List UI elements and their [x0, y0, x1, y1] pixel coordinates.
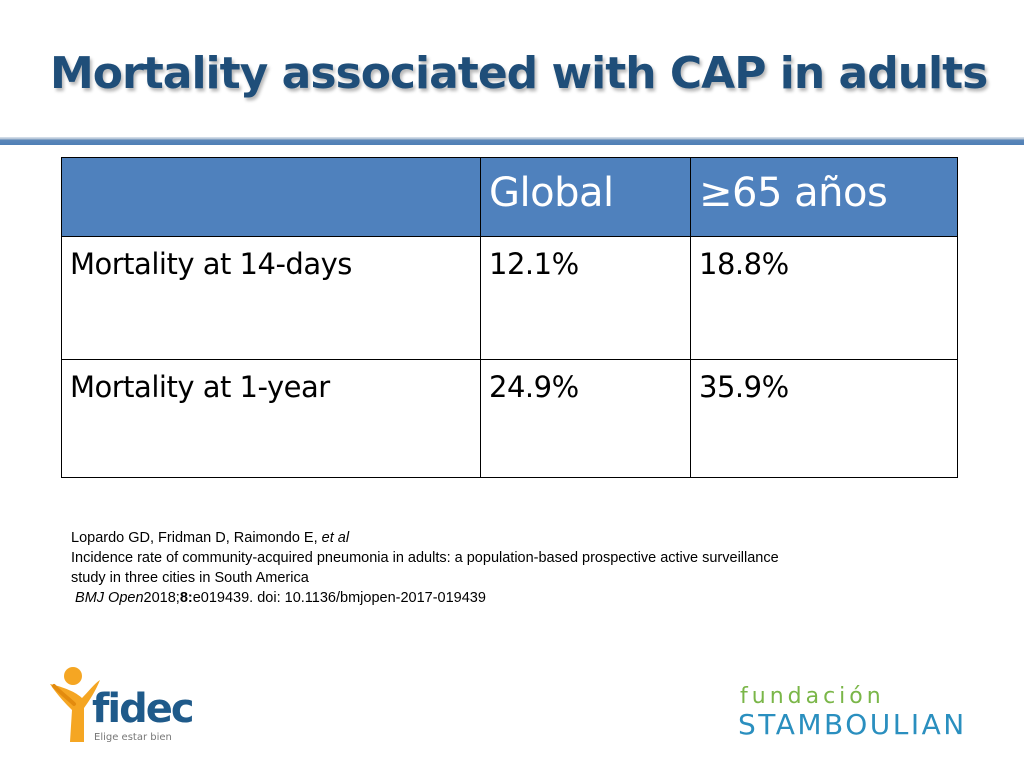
header-cell-empty: [61, 157, 481, 237]
row-label: Mortality at 14-days: [61, 236, 481, 360]
stamboulian-logo: fundación STAMBOULIAN: [738, 684, 988, 744]
reference-citation: Lopardo GD, Fridman D, Raimondo E, et al…: [71, 528, 951, 608]
fidec-logo: fidec Elige estar bien: [44, 662, 204, 748]
stamboulian-line1: fundación: [740, 684, 885, 709]
table-row: Mortality at 14-days 12.1% 18.8%: [61, 236, 958, 360]
row-label: Mortality at 1-year: [61, 359, 481, 478]
mortality-table: Global ≥65 años Mortality at 14-days 12.…: [61, 157, 958, 478]
reference-authors: Lopardo GD, Fridman D, Raimondo E,: [71, 530, 322, 546]
reference-authors-line: Lopardo GD, Fridman D, Raimondo E, et al: [71, 528, 951, 548]
header-cell-over65: ≥65 años: [690, 157, 958, 237]
cell-global: 24.9%: [480, 359, 691, 478]
cell-over65: 35.9%: [690, 359, 958, 478]
reference-title-line2: study in three cities in South America: [71, 570, 309, 586]
table-header-row: Global ≥65 años: [61, 157, 958, 237]
cell-over65: 18.8%: [690, 236, 958, 360]
table-row: Mortality at 1-year 24.9% 35.9%: [61, 359, 958, 478]
reference-title-line1: Incidence rate of community-acquired pne…: [71, 550, 779, 566]
header-cell-global: Global: [480, 157, 691, 237]
fidec-tagline: Elige estar bien: [94, 732, 172, 743]
title-divider: [0, 137, 1024, 145]
fidec-wordmark: fidec: [92, 686, 195, 732]
person-y-logo-icon: [50, 667, 100, 742]
reference-citation-rest: e019439. doi: 10.1136/bmjopen-2017-01943…: [192, 590, 486, 606]
stamboulian-line2: STAMBOULIAN: [738, 708, 967, 741]
reference-year: 2018;: [143, 590, 180, 606]
reference-journal: BMJ Open: [75, 590, 144, 606]
reference-journal-line: BMJ Open2018;8:e019439. doi: 10.1136/bmj…: [71, 588, 951, 608]
reference-volume: 8:: [179, 590, 193, 606]
reference-et-al: et al: [321, 530, 350, 546]
cell-global: 12.1%: [480, 236, 691, 360]
slide-title: Mortality associated with CAP in adults: [50, 48, 988, 99]
